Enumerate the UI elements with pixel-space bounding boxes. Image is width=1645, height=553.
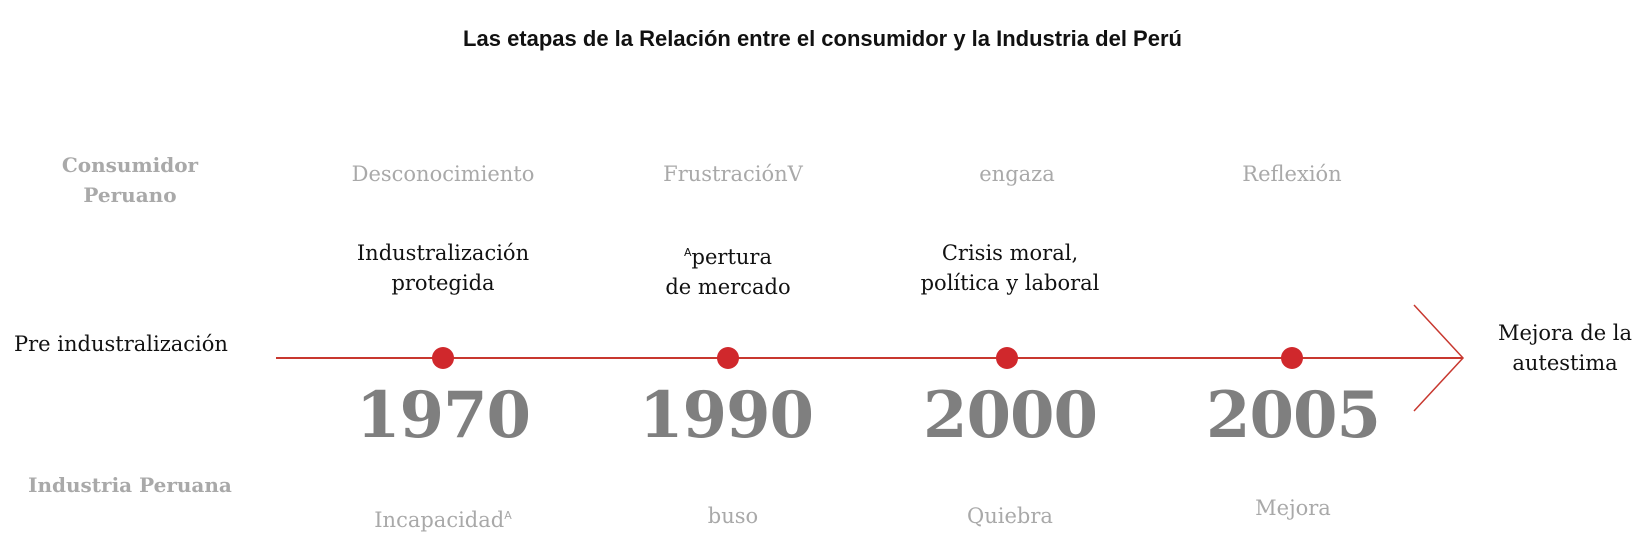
end-label: Mejora de la autestima (1485, 318, 1645, 378)
consumer-stage-1970: Desconocimiento (351, 162, 535, 186)
end-label-line1: Mejora de la (1497, 321, 1633, 345)
event-1990-line2: de mercado (665, 275, 791, 299)
event-2000-line1: Crisis moral, (941, 241, 1079, 265)
industry-stage-2000: Quiebra (967, 504, 1053, 528)
event-1990-mark: A (684, 246, 692, 259)
milestone-dot-2000 (996, 347, 1018, 369)
event-1990: Apertura de mercado (578, 238, 878, 302)
row-label-consumer-line2: Peruano (83, 183, 177, 207)
industry-stage-1990: buso (707, 504, 759, 528)
event-1970: Industralización protegida (293, 238, 593, 298)
consumer-stage-2000: engaza (979, 162, 1055, 186)
row-label-consumer-line1: Consumidor (61, 153, 199, 177)
milestone-dot-1990 (717, 347, 739, 369)
year-2005: 2005 (1205, 378, 1381, 453)
milestone-dot-2005 (1281, 347, 1303, 369)
event-1970-line1: Industralización (356, 241, 530, 265)
year-1970: 1970 (355, 378, 531, 453)
milestone-dot-1970 (432, 347, 454, 369)
start-label: Pre industralización (14, 332, 228, 356)
row-label-consumer: Consumidor Peruano (10, 150, 250, 210)
year-2000: 2000 (922, 378, 1098, 453)
timeline-arrowhead (1413, 304, 1465, 412)
industry-stage-1970-mark: A (504, 509, 512, 522)
event-1970-line2: protegida (391, 271, 495, 295)
year-1990: 1990 (638, 378, 814, 453)
consumer-stage-2005: Reflexión (1242, 162, 1342, 186)
industry-stage-2005: Mejora (1255, 496, 1331, 520)
industry-stage-1970-text: Incapacidad (374, 508, 505, 532)
event-2000: Crisis moral, política y laboral (860, 238, 1160, 298)
end-label-line2: autestima (1512, 351, 1618, 375)
consumer-stage-1990: FrustraciónV (663, 162, 803, 186)
event-2000-line2: política y laboral (920, 271, 1100, 295)
row-label-industry: Industria Peruana (28, 473, 232, 497)
page-title: Las etapas de la Relación entre el consu… (463, 26, 1182, 51)
industry-stage-1970: IncapacidadA (293, 502, 593, 534)
event-1990-line1: pertura (691, 245, 772, 269)
